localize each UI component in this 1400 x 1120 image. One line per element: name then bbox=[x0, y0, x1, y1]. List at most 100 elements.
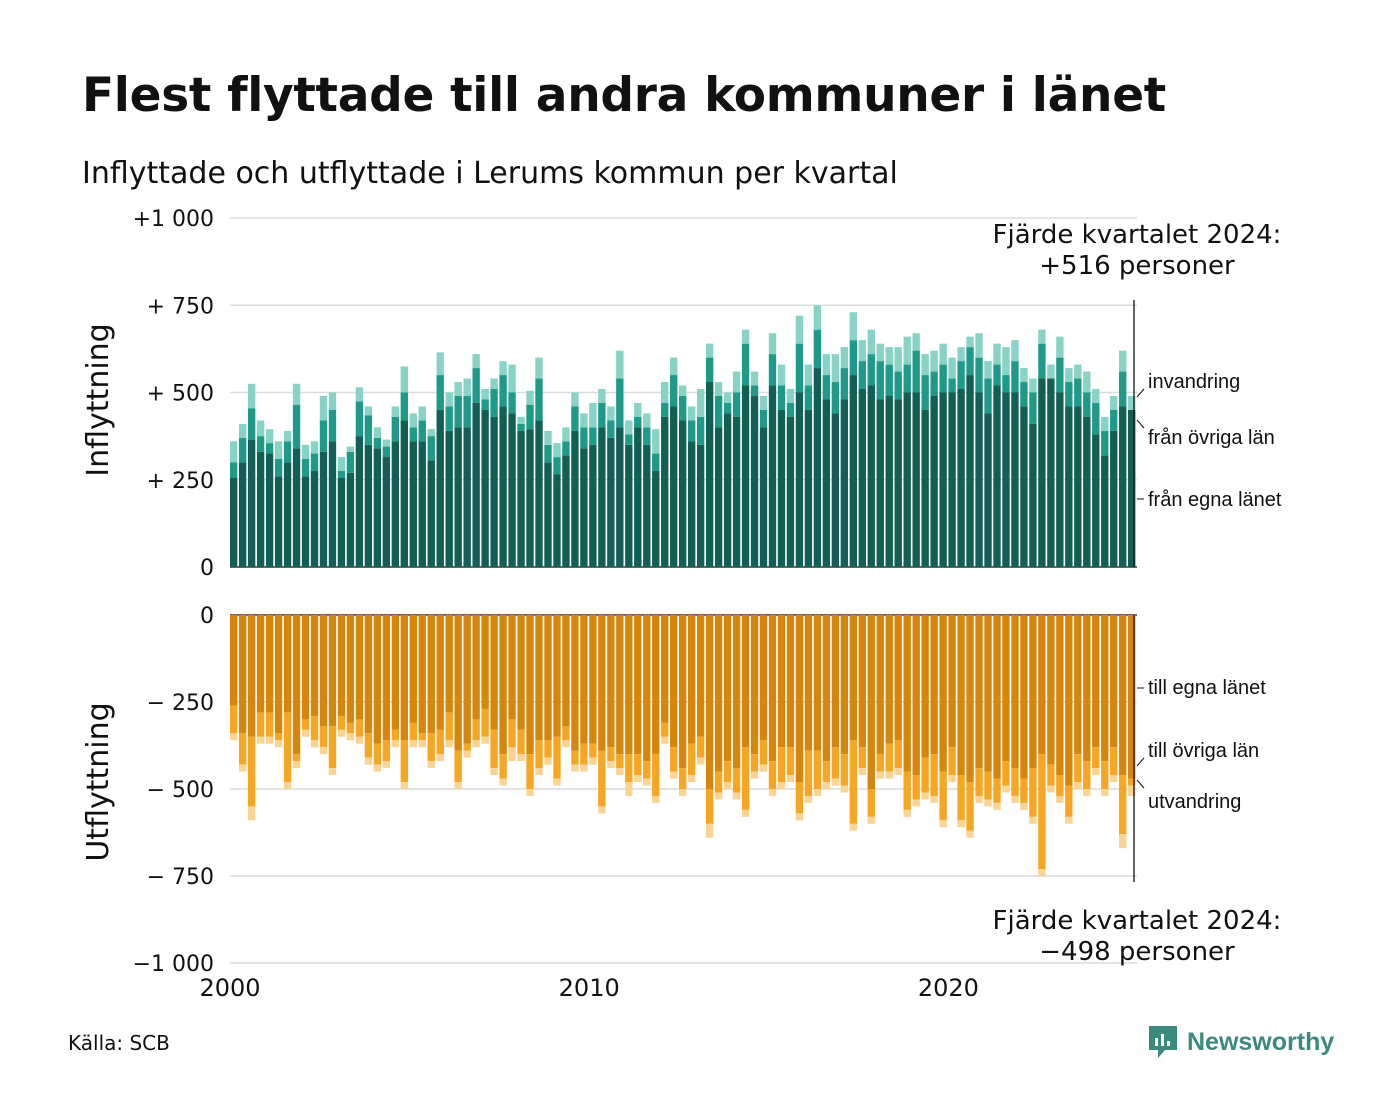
bar-in-own bbox=[741, 385, 750, 567]
bar-out-other bbox=[544, 740, 552, 758]
bar-out-own bbox=[921, 615, 929, 758]
bar-in-other bbox=[867, 354, 875, 386]
bar-in-other bbox=[1083, 392, 1091, 417]
bar-in-own bbox=[598, 427, 606, 567]
bar-out-emi bbox=[589, 757, 597, 765]
bar-out-own bbox=[696, 615, 705, 737]
bar-in-imm bbox=[930, 350, 938, 372]
bar-in-own bbox=[696, 444, 705, 567]
bar-out-own bbox=[966, 615, 974, 783]
bar-out-other bbox=[670, 747, 678, 772]
bar-out-emi bbox=[472, 740, 480, 748]
bar-out-other bbox=[732, 768, 741, 793]
bar-in-other bbox=[274, 458, 283, 477]
bar-out-other bbox=[292, 754, 301, 762]
bar-in-own bbox=[373, 448, 382, 567]
bar-in-other bbox=[741, 343, 750, 386]
series-label-invandring: invandring bbox=[1148, 371, 1240, 393]
bar-in-imm bbox=[580, 413, 588, 428]
bar-out-own bbox=[939, 615, 947, 772]
bar-out-other bbox=[1011, 768, 1019, 796]
bar-out-own bbox=[427, 615, 435, 734]
bar-in-imm bbox=[598, 389, 606, 403]
bar-in-other bbox=[391, 416, 400, 442]
bar-out-emi bbox=[705, 823, 714, 838]
bar-out-own bbox=[625, 615, 633, 755]
bar-out-emi bbox=[993, 802, 1001, 810]
bar-in-other bbox=[876, 361, 884, 400]
bar-out-emi bbox=[382, 761, 391, 769]
bar-in-own bbox=[607, 437, 615, 567]
bar-out-own bbox=[679, 615, 687, 769]
bar-out-emi bbox=[418, 740, 426, 748]
bar-out-own bbox=[858, 615, 866, 748]
bar-in-imm bbox=[831, 354, 840, 383]
y-tick-label: 0 bbox=[200, 604, 214, 629]
bar-out-other bbox=[858, 747, 866, 769]
bar-out-own bbox=[526, 615, 534, 755]
bar-in-imm bbox=[265, 429, 274, 444]
bar-out-own bbox=[346, 615, 355, 723]
bar-out-other bbox=[661, 722, 669, 737]
bar-in-other bbox=[238, 437, 247, 463]
bar-in-imm bbox=[607, 406, 615, 421]
bar-in-other bbox=[795, 343, 804, 393]
bar-out-emi bbox=[535, 768, 543, 776]
bar-in-imm bbox=[373, 427, 382, 438]
bar-in-own bbox=[1092, 434, 1100, 567]
bar-out-own bbox=[616, 615, 624, 755]
bar-out-other bbox=[616, 754, 624, 769]
bar-in-imm bbox=[544, 430, 552, 445]
bar-out-other bbox=[750, 754, 759, 772]
bar-in-other bbox=[723, 402, 732, 414]
bar-in-other bbox=[373, 437, 382, 449]
bar-in-own bbox=[652, 471, 660, 567]
bar-in-imm bbox=[1128, 395, 1136, 410]
bar-out-emi bbox=[1047, 785, 1055, 793]
bar-in-other bbox=[1065, 382, 1073, 407]
bar-out-emi bbox=[625, 782, 633, 796]
bar-in-other bbox=[589, 427, 597, 445]
bar-in-own bbox=[1128, 409, 1136, 567]
bar-out-emi bbox=[795, 813, 804, 821]
bar-in-imm bbox=[786, 389, 795, 403]
bar-in-imm bbox=[714, 382, 723, 396]
bar-out-emi bbox=[454, 782, 462, 789]
bar-in-own bbox=[831, 413, 840, 567]
bar-in-own bbox=[346, 472, 355, 567]
bar-in-imm bbox=[993, 343, 1001, 365]
chart-subtitle: Inflyttade och utflyttade i Lerums kommu… bbox=[82, 156, 898, 191]
bar-out-emi bbox=[741, 809, 750, 817]
bar-in-imm bbox=[1011, 340, 1019, 362]
bar-in-own bbox=[418, 441, 426, 567]
bar-out-emi bbox=[391, 740, 400, 748]
bar-in-imm bbox=[1002, 347, 1010, 376]
bar-in-imm bbox=[1083, 371, 1091, 393]
bar-out-emi bbox=[1119, 834, 1127, 849]
bar-in-own bbox=[274, 476, 283, 567]
bar-in-other bbox=[885, 364, 893, 396]
bar-in-imm bbox=[777, 364, 786, 386]
bar-in-imm bbox=[957, 347, 965, 362]
bar-out-emi bbox=[1101, 789, 1109, 796]
bar-in-other bbox=[553, 457, 561, 475]
bar-out-emi bbox=[966, 830, 974, 838]
bar-in-own bbox=[822, 399, 831, 567]
bar-out-other bbox=[1002, 761, 1010, 786]
bar-out-emi bbox=[436, 754, 444, 762]
bar-in-imm bbox=[795, 315, 804, 344]
bar-in-imm bbox=[292, 383, 301, 405]
bar-in-other bbox=[1101, 430, 1109, 456]
bar-out-other bbox=[634, 754, 642, 776]
bar-in-imm bbox=[840, 347, 849, 369]
bar-out-other bbox=[1038, 754, 1046, 870]
bar-in-own bbox=[984, 413, 992, 567]
bar-out-other bbox=[894, 740, 902, 769]
bar-out-own bbox=[957, 615, 965, 776]
bar-out-other bbox=[364, 733, 373, 758]
bar-out-other bbox=[418, 733, 426, 741]
bar-in-other bbox=[301, 458, 310, 477]
bar-out-emi bbox=[1011, 795, 1019, 803]
bar-in-other bbox=[283, 441, 292, 463]
bar-in-other bbox=[661, 402, 669, 417]
